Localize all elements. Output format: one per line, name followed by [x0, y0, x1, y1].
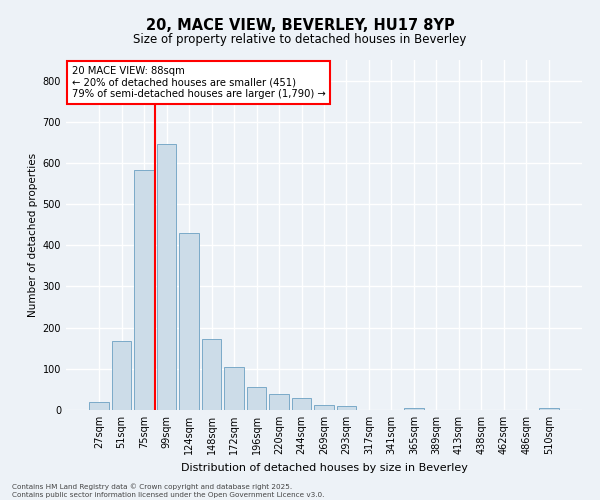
Y-axis label: Number of detached properties: Number of detached properties	[28, 153, 38, 317]
Bar	[157, 144, 176, 410]
Bar	[112, 341, 131, 410]
Bar	[202, 339, 221, 410]
Text: Contains HM Land Registry data © Crown copyright and database right 2025.
Contai: Contains HM Land Registry data © Crown c…	[12, 484, 325, 498]
X-axis label: Distribution of detached houses by size in Beverley: Distribution of detached houses by size …	[181, 462, 467, 472]
Bar	[224, 367, 244, 410]
Text: Size of property relative to detached houses in Beverley: Size of property relative to detached ho…	[133, 32, 467, 46]
Text: 20, MACE VIEW, BEVERLEY, HU17 8YP: 20, MACE VIEW, BEVERLEY, HU17 8YP	[146, 18, 454, 32]
Bar	[269, 394, 289, 410]
Bar	[247, 388, 266, 410]
Bar	[404, 408, 424, 410]
Bar	[292, 398, 311, 410]
Bar	[314, 404, 334, 410]
Bar	[134, 170, 154, 410]
Bar	[337, 406, 356, 410]
Bar	[179, 233, 199, 410]
Text: 20 MACE VIEW: 88sqm
← 20% of detached houses are smaller (451)
79% of semi-detac: 20 MACE VIEW: 88sqm ← 20% of detached ho…	[71, 66, 325, 99]
Bar	[539, 408, 559, 410]
Bar	[89, 402, 109, 410]
